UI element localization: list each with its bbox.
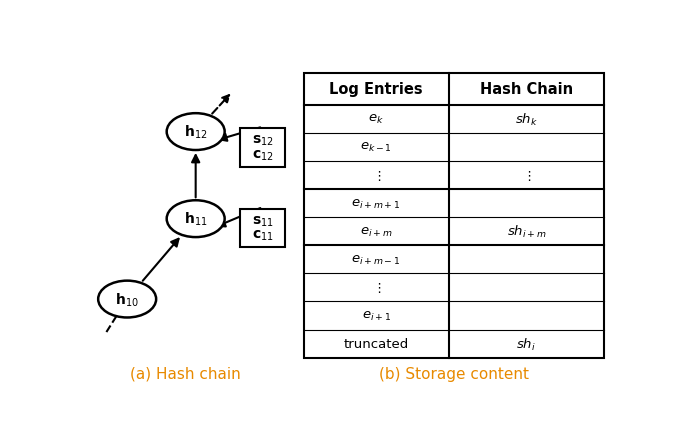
Bar xyxy=(241,129,286,168)
Text: Hash Chain: Hash Chain xyxy=(480,82,573,97)
Text: truncated: truncated xyxy=(343,337,409,350)
Text: c$_{12}$: c$_{12}$ xyxy=(252,148,274,163)
Text: $e_k$: $e_k$ xyxy=(369,113,384,126)
Bar xyxy=(241,209,286,247)
Circle shape xyxy=(98,281,156,318)
Text: c$_{11}$: c$_{11}$ xyxy=(252,229,274,243)
Text: $sh_k$: $sh_k$ xyxy=(515,112,538,128)
Text: $e_{k-1}$: $e_{k-1}$ xyxy=(360,141,392,154)
Text: $sh_{i+m}$: $sh_{i+m}$ xyxy=(507,224,546,240)
Text: $\vdots$: $\vdots$ xyxy=(371,169,381,183)
Circle shape xyxy=(167,201,224,237)
Text: $sh_i$: $sh_i$ xyxy=(516,336,537,352)
Text: $\vdots$: $\vdots$ xyxy=(522,169,531,183)
Text: (a) Hash chain: (a) Hash chain xyxy=(130,366,241,381)
Text: (b) Storage content: (b) Storage content xyxy=(379,366,529,381)
Text: $\vdots$: $\vdots$ xyxy=(371,281,381,295)
Text: $e_{i+1}$: $e_{i+1}$ xyxy=(362,309,391,322)
Text: s$_{11}$: s$_{11}$ xyxy=(252,214,274,228)
Circle shape xyxy=(167,114,224,151)
Text: h$_{11}$: h$_{11}$ xyxy=(184,210,207,228)
Bar xyxy=(304,74,604,358)
Text: $e_{i+m+1}$: $e_{i+m+1}$ xyxy=(352,197,401,210)
Text: Log Entries: Log Entries xyxy=(329,82,423,97)
Text: h$_{12}$: h$_{12}$ xyxy=(184,124,207,141)
Text: $e_{i+m}$: $e_{i+m}$ xyxy=(360,225,392,238)
Text: $e_{i+m-1}$: $e_{i+m-1}$ xyxy=(352,253,401,266)
Text: s$_{12}$: s$_{12}$ xyxy=(252,134,274,148)
Text: h$_{10}$: h$_{10}$ xyxy=(116,291,139,308)
